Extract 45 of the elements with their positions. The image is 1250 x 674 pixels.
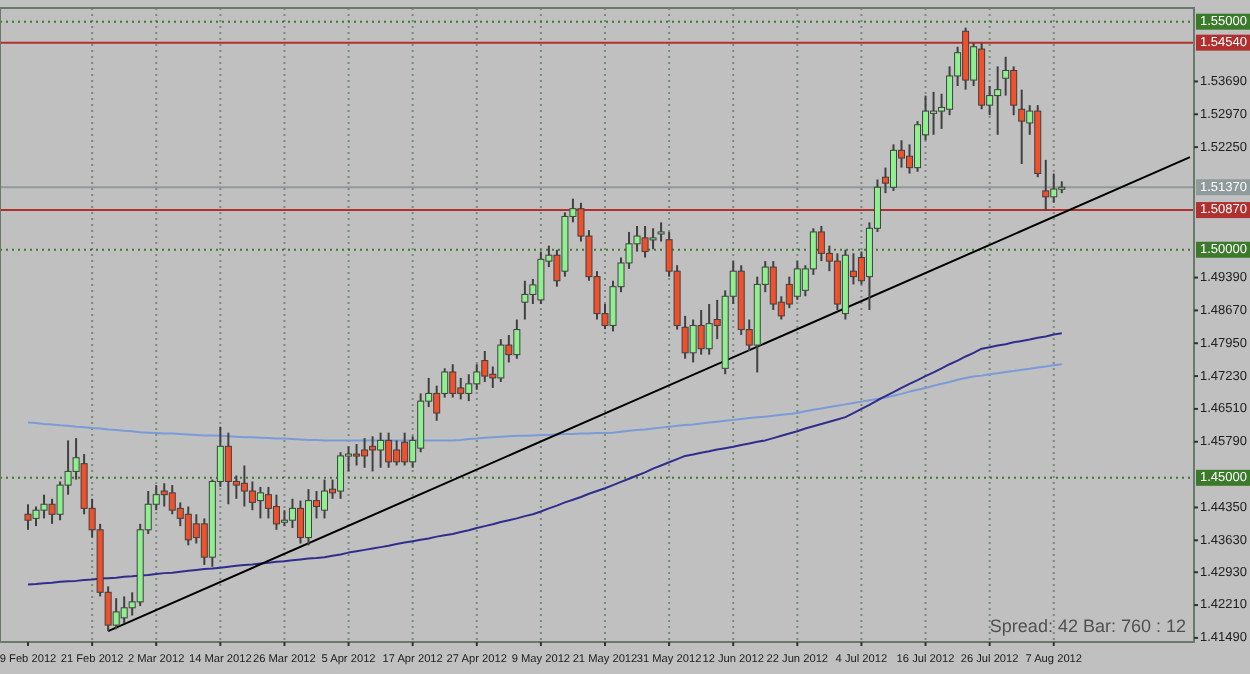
candlestick [385, 431, 393, 469]
candlestick [337, 451, 345, 500]
candlestick [889, 143, 897, 192]
annotation: Spread: 42 Bar: 760 : 12 [989, 616, 1186, 636]
candlestick [689, 318, 697, 364]
candlestick [184, 505, 192, 547]
candlestick [705, 303, 713, 356]
candlestick [120, 595, 128, 625]
candlestick [930, 90, 938, 136]
line-series [27, 332, 1063, 586]
candlestick [377, 431, 385, 469]
candlestick [521, 279, 529, 321]
candlestick [1042, 158, 1050, 212]
candlestick [272, 493, 280, 531]
candlestick [224, 431, 232, 506]
candlestick [497, 338, 505, 384]
candlestick [304, 488, 312, 547]
candlestick [649, 227, 657, 251]
candlestick [393, 439, 401, 467]
candlestick [793, 260, 801, 301]
candlestick [369, 435, 377, 473]
candlestick [833, 252, 841, 311]
candlestick [457, 376, 465, 401]
candlestick [537, 250, 545, 306]
candlestick [321, 478, 329, 520]
candlestick [1010, 65, 1018, 117]
candlestick [449, 363, 457, 399]
candlestick [40, 493, 48, 520]
candlestick [513, 318, 521, 360]
candlestick [296, 499, 304, 545]
candlestick [248, 480, 256, 512]
candlestick [160, 482, 168, 508]
candlestick [361, 437, 369, 469]
candlestick [353, 443, 361, 467]
candlestick [112, 597, 120, 631]
candlestick [481, 350, 489, 384]
candlestick [994, 65, 1002, 136]
candlestick [641, 225, 649, 259]
candlestick [697, 308, 705, 356]
candlestick [817, 225, 825, 263]
candlestick [401, 431, 409, 467]
candlestick [256, 485, 264, 520]
candlestick [240, 464, 248, 508]
candlestick [465, 373, 473, 403]
candlestick [24, 503, 32, 531]
